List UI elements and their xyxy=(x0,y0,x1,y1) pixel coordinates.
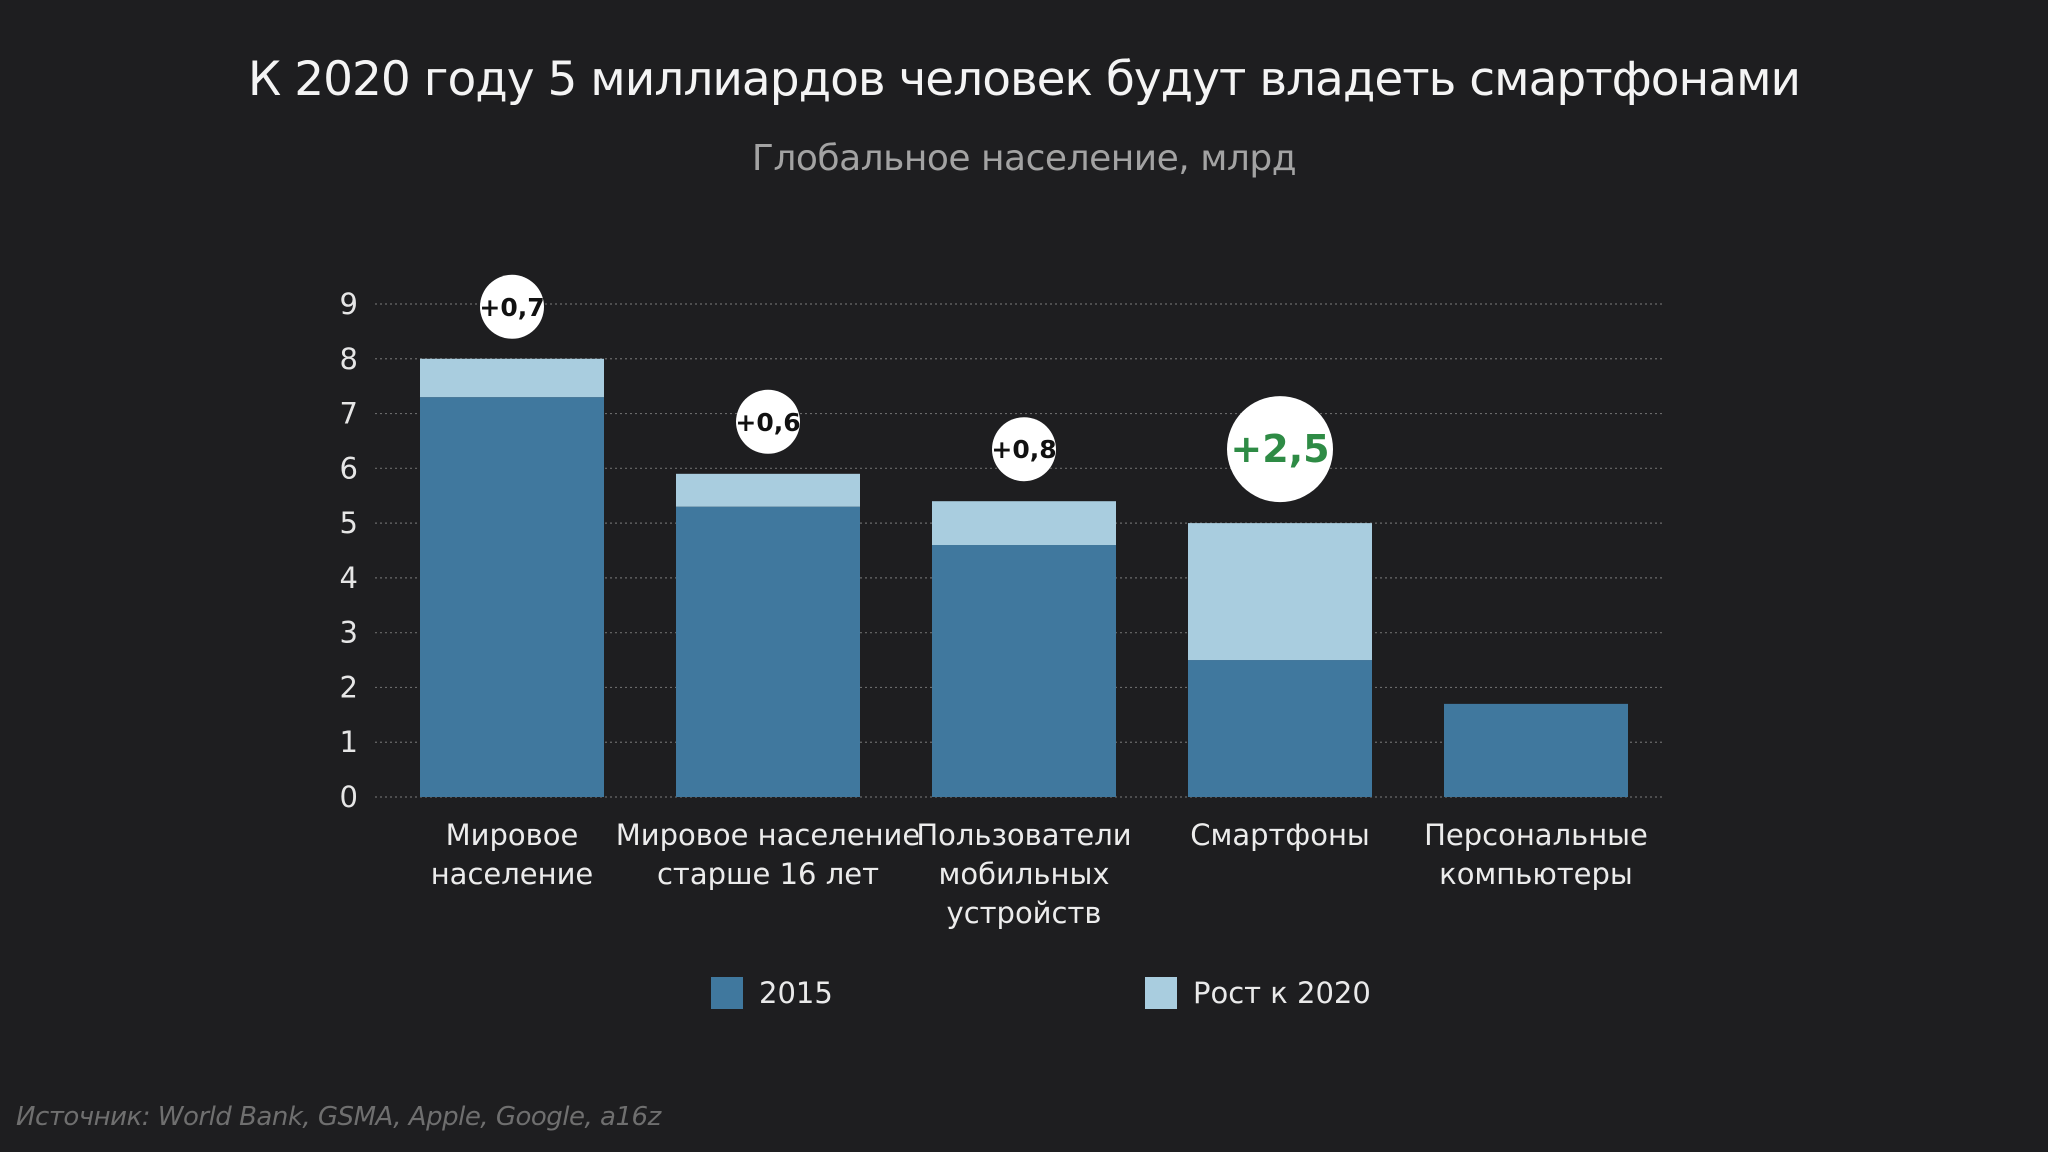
growth-bubble-circle xyxy=(736,389,800,454)
legend-label-2015: 2015 xyxy=(759,976,833,1010)
y-tick-label: 9 xyxy=(340,287,358,321)
y-tick-label: 3 xyxy=(340,616,358,650)
y-tick-label: 4 xyxy=(340,561,358,595)
chart-subtitle: Глобальное население, млрд xyxy=(751,138,1297,179)
growth-bubble: +0,6 xyxy=(735,389,801,454)
category-label: Мировое население xyxy=(431,818,594,891)
bar-growth-2020 xyxy=(932,501,1116,546)
legend: 2015 Рост к 2020 xyxy=(0,976,2048,1022)
legend-item-2015: 2015 xyxy=(711,976,833,1010)
y-tick-label: 5 xyxy=(340,506,358,540)
bar-2015 xyxy=(420,397,604,797)
growth-label: +0,8 xyxy=(991,435,1056,464)
growth-label: +0,7 xyxy=(479,293,544,322)
legend-label-growth: Рост к 2020 xyxy=(1193,976,1371,1010)
growth-bubble: +0,8 xyxy=(991,417,1057,482)
legend-swatch-2015 xyxy=(711,977,743,1009)
bar-growth-2020 xyxy=(420,358,604,398)
growth-bubble-circle xyxy=(992,417,1056,482)
growth-label: +2,5 xyxy=(1230,427,1329,471)
category-label: Смартфоны xyxy=(1190,818,1370,852)
y-axis-ticks: 0 1 2 3 4 5 6 7 8 9 xyxy=(340,287,358,814)
growth-bubble-circle xyxy=(480,274,544,339)
growth-bubbles: +0,7 +0,6 +0,8 +2,5 xyxy=(479,274,1333,503)
bar-growth-2020 xyxy=(676,473,860,507)
y-tick-label: 8 xyxy=(340,342,358,376)
growth-bubble-circle xyxy=(1227,396,1333,503)
category-labels: Мировое население Мировое население старше … xyxy=(431,818,1648,930)
bar-growth-2020 xyxy=(1188,523,1372,661)
bar-2015 xyxy=(676,506,860,797)
legend-item-growth: Рост к 2020 xyxy=(1145,976,1371,1010)
category-label: Пользователи мобильных устройств xyxy=(916,818,1131,930)
legend-swatch-growth xyxy=(1145,977,1177,1009)
y-tick-label: 6 xyxy=(340,451,358,485)
chart-title: К 2020 году 5 миллиардов человек будут в… xyxy=(247,52,1801,107)
bar-2015 xyxy=(1188,660,1372,797)
category-label: Персональные компьютеры xyxy=(1424,818,1648,891)
bars xyxy=(420,358,1628,797)
y-tick-label: 0 xyxy=(340,780,358,814)
y-tick-label: 1 xyxy=(340,725,358,759)
source-note: Источник: World Bank, GSMA, Apple, Googl… xyxy=(16,1102,661,1132)
growth-bubble: +2,5 xyxy=(1227,396,1333,503)
growth-bubble: +0,7 xyxy=(479,274,545,339)
bar-2015 xyxy=(932,545,1116,797)
y-tick-label: 7 xyxy=(340,397,358,431)
growth-label: +0,6 xyxy=(735,408,800,437)
y-tick-label: 2 xyxy=(340,670,358,704)
category-label: Мировое население старше 16 лет xyxy=(616,818,920,891)
bar-2015 xyxy=(1444,703,1628,797)
